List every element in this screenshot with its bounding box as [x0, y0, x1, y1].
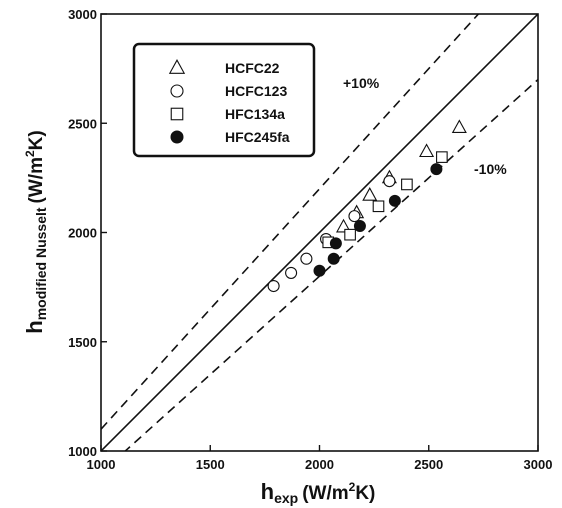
legend-label-hfc245fa: HFC245fa: [225, 129, 290, 145]
y-axis-symbol: h: [22, 320, 47, 333]
data-point-hcfc123: [285, 266, 298, 279]
data-point-hfc245fa: [388, 194, 401, 207]
reference-line-plus-10: [101, 14, 480, 430]
data-point-hfc134a: [372, 200, 385, 213]
data-point-hcfc22: [419, 143, 435, 158]
data-point-hcfc22: [362, 187, 378, 201]
x-axis-symbol: h: [261, 479, 274, 504]
x-tick-label: 1500: [196, 457, 225, 472]
y-tick-label: 3000: [68, 7, 97, 22]
legend-marker-hfc134a: [170, 107, 184, 121]
y-tick-label: 1000: [68, 444, 97, 459]
y-axis-unit-superscript: 2: [23, 150, 37, 157]
data-point-hfc245fa: [327, 252, 340, 265]
data-point-hfc245fa: [313, 264, 326, 277]
minus-10-percent-label: -10%: [474, 161, 507, 177]
data-point-hfc134a: [401, 178, 413, 191]
legend-marker-hfc245fa: [170, 130, 184, 144]
y-tick-label: 2500: [68, 116, 97, 131]
y-axis-title: hmodified Nusselt (W/m2K): [22, 130, 49, 333]
plus-10-percent-label: +10%: [343, 75, 380, 91]
data-point-hcfc123: [383, 175, 396, 188]
x-axis-subscript: exp: [274, 490, 298, 506]
x-axis-title: hexp (W/m2K): [261, 479, 376, 506]
legend-label-hcfc22: HCFC22: [225, 60, 280, 76]
x-tick-label: 3000: [524, 457, 553, 472]
data-point-hcfc123: [300, 252, 313, 265]
axis-ticks: 1000 1500 2000 2500 3000 1000 1500 2000 2500 3000: [68, 7, 552, 472]
data-points: [267, 119, 467, 293]
data-point-hcfc123: [267, 279, 280, 293]
x-tick-label: 2000: [305, 457, 334, 472]
legend-marker-hcfc22: [168, 59, 186, 74]
y-axis-unit: (W/m: [26, 157, 47, 203]
x-tick-label: 2500: [414, 457, 443, 472]
x-axis-unit-end: K): [355, 483, 375, 504]
y-tick-label: 2000: [68, 226, 97, 241]
data-point-hfc245fa: [353, 219, 366, 232]
legend-markers: [168, 59, 186, 144]
legend-marker-hcfc123: [170, 84, 184, 98]
legend-label-hfc134a: HFC134a: [225, 106, 285, 122]
data-point-hfc134a: [344, 228, 356, 241]
reference-line-parity: [101, 14, 538, 451]
data-point-hcfc123: [348, 210, 361, 223]
x-axis-unit-superscript: 2: [349, 480, 356, 494]
legend-label-hcfc123: HCFC123: [225, 83, 287, 99]
data-point-hfc245fa: [430, 163, 443, 176]
y-axis-unit-end: K): [26, 130, 47, 150]
data-point-hfc134a: [436, 151, 448, 163]
y-tick-label: 1500: [68, 335, 97, 350]
y-axis-subscript: modified Nusselt: [33, 207, 49, 320]
data-point-hcfc22: [451, 119, 467, 134]
legend: HCFC22 HCFC123 HFC134a HFC245fa: [132, 42, 316, 158]
x-tick-label: 1000: [87, 457, 116, 472]
data-point-hfc245fa: [329, 237, 342, 250]
x-axis-unit: (W/m: [302, 483, 348, 504]
